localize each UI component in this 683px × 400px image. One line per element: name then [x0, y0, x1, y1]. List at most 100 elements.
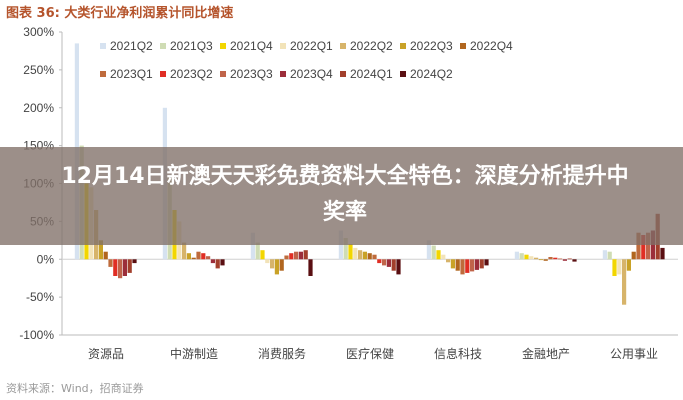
bar: [441, 254, 446, 260]
bar: [460, 259, 465, 275]
bar: [660, 247, 665, 260]
bar: [534, 257, 539, 260]
bar: [289, 253, 294, 260]
bar: [298, 251, 303, 260]
bar: [358, 250, 363, 260]
bar: [465, 259, 470, 273]
bar: [182, 242, 187, 260]
bar: [127, 259, 132, 273]
bar: [391, 259, 396, 271]
legend-swatch: [400, 71, 406, 77]
bar: [265, 259, 270, 264]
headline-overlay: 12月14日新澳天天彩免费资料大全特色：深度分析提升中奖率: [0, 147, 683, 245]
legend-swatch: [100, 71, 106, 77]
x-category-label: 金融地产: [522, 346, 570, 361]
y-tick-label: -100%: [19, 328, 54, 342]
legend-label: 2023Q4: [290, 67, 333, 81]
figure-title: 图表 36: 大类行业净利润累计同比增速: [6, 2, 676, 22]
bar: [191, 257, 196, 260]
bar: [348, 244, 353, 260]
bar: [436, 250, 441, 260]
legend-label: 2024Q1: [350, 67, 393, 81]
bar: [255, 242, 260, 260]
bar: [196, 251, 201, 260]
bar: [602, 250, 607, 260]
bar: [367, 253, 372, 260]
legend-swatch: [220, 43, 226, 49]
bar: [529, 256, 534, 260]
bar: [426, 240, 431, 260]
bar: [201, 253, 206, 260]
bar: [377, 259, 382, 264]
legend-swatch: [160, 43, 166, 49]
y-tick-label: 250%: [23, 63, 54, 77]
bar: [308, 259, 313, 276]
bar: [113, 259, 118, 276]
x-category-label: 公用事业: [610, 347, 658, 361]
bar: [617, 259, 622, 275]
figure-label: 图表 36:: [6, 6, 60, 21]
legend-swatch: [160, 71, 166, 77]
bar: [470, 259, 475, 272]
bar: [186, 253, 191, 260]
bar: [543, 259, 548, 261]
bar: [270, 259, 275, 269]
legend-label: 2022Q2: [350, 39, 393, 53]
bar: [250, 232, 255, 260]
bar: [558, 258, 563, 260]
bar: [622, 259, 627, 305]
bar: [538, 259, 543, 261]
y-tick-label: 300%: [23, 25, 54, 39]
bar: [362, 251, 367, 260]
source-note: 资料来源：Wind，招商证券: [6, 382, 144, 395]
bar: [206, 256, 211, 260]
legend-label: 2023Q2: [170, 67, 213, 81]
bar: [562, 259, 567, 261]
legend-swatch: [280, 71, 286, 77]
bar: [607, 251, 612, 260]
bar: [446, 259, 451, 263]
legend-label: 2021Q4: [230, 39, 273, 53]
bar: [303, 250, 308, 260]
bar: [386, 259, 391, 267]
bar: [519, 253, 524, 260]
bar: [103, 251, 108, 260]
bar: [294, 251, 299, 260]
legend-label: 2022Q3: [410, 39, 453, 53]
y-tick-label: -50%: [26, 290, 54, 304]
bar: [455, 259, 460, 271]
legend-label: 2023Q1: [110, 67, 153, 81]
bar: [372, 254, 377, 260]
bar: [108, 259, 113, 267]
legend-swatch: [100, 43, 106, 49]
x-category-label: 资源品: [88, 347, 124, 361]
legend-label: 2024Q2: [410, 67, 453, 81]
bar: [548, 257, 553, 260]
bar: [484, 259, 489, 266]
x-axis: 资源品 中游制造 消费服务 医疗保健 信息科技 金融地产 公用事业: [62, 334, 678, 361]
bar: [132, 259, 137, 264]
bar: [274, 259, 279, 275]
bar: [626, 259, 631, 271]
legend-swatch: [400, 43, 406, 49]
bar: [636, 232, 641, 260]
headline-text: 12月14日新澳天天彩免费资料大全特色：深度分析提升中奖率: [61, 164, 629, 225]
bar: [382, 259, 387, 266]
bar: [343, 238, 348, 260]
y-tick-label: 0%: [37, 252, 55, 266]
y-tick-label: 200%: [23, 101, 54, 115]
bar: [474, 259, 479, 270]
bar: [210, 259, 215, 264]
chart-legend: 2021Q2 2021Q3 2021Q4 2022Q1 2022Q2 2022Q3 2022…: [100, 39, 513, 81]
legend-label: 2021Q2: [110, 39, 153, 53]
figure-title-text: 大类行业净利润累计同比增速: [64, 6, 234, 21]
x-category-label: 医疗保健: [346, 347, 394, 361]
bar: [641, 235, 646, 260]
bar: [122, 259, 127, 276]
bar: [646, 232, 651, 260]
bar: [279, 259, 284, 271]
legend-swatch: [340, 71, 346, 77]
legend-label: 2022Q4: [470, 39, 513, 53]
x-category-label: 中游制造: [170, 346, 218, 361]
bar: [220, 259, 225, 266]
